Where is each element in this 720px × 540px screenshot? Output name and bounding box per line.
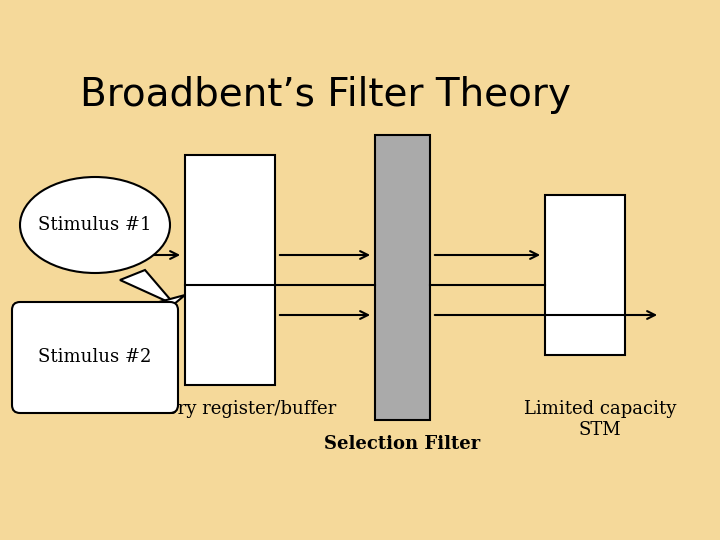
Text: Limited capacity
STM: Limited capacity STM — [524, 400, 676, 439]
Bar — [375, 135, 430, 420]
Bar — [545, 195, 625, 355]
Text: Selection Filter: Selection Filter — [324, 435, 480, 453]
Text: Stimulus #1: Stimulus #1 — [38, 216, 152, 234]
Ellipse shape — [20, 177, 170, 273]
FancyBboxPatch shape — [12, 302, 178, 413]
Text: Broadbent’s Filter Theory: Broadbent’s Filter Theory — [80, 76, 571, 114]
Text: Sensory register/buffer: Sensory register/buffer — [123, 400, 337, 418]
Polygon shape — [120, 270, 175, 305]
Text: Stimulus #2: Stimulus #2 — [38, 348, 152, 367]
Polygon shape — [148, 295, 185, 320]
Bar — [185, 155, 275, 385]
